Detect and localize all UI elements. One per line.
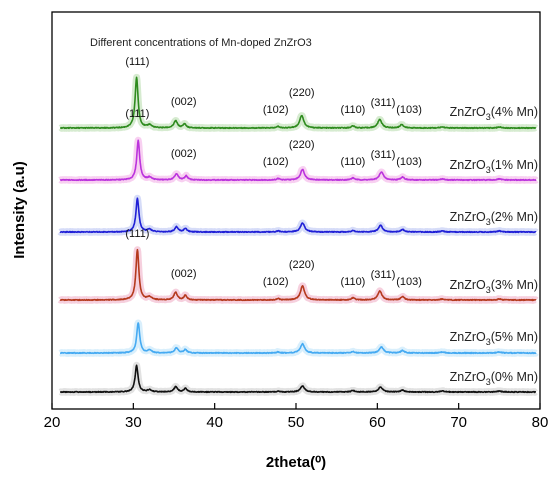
series-line — [59, 322, 537, 355]
x-tick-label: 50 — [288, 414, 305, 431]
peak-label: (103) — [396, 276, 422, 288]
peak-label: (002) — [171, 96, 197, 108]
series-line — [59, 248, 537, 302]
sample-label: ZnZrO3(2% Mn) — [450, 210, 538, 227]
series-glow — [57, 246, 540, 304]
peak-label: (102) — [263, 156, 289, 168]
sample-label: ZnZrO3(5% Mn) — [450, 330, 538, 347]
series-line — [59, 364, 537, 394]
series-line — [59, 197, 537, 234]
peak-label: (311) — [371, 97, 396, 109]
peak-label: (002) — [171, 268, 197, 280]
peak-labels: (111)(002)(102)(220)(110)(311)(103)(111)… — [125, 56, 422, 288]
x-tick-label: 40 — [206, 414, 223, 431]
peak-label: (111) — [125, 56, 149, 68]
sample-label: ZnZrO3(3% Mn) — [450, 278, 538, 295]
peak-label: (102) — [263, 276, 289, 288]
peak-label: (103) — [396, 104, 422, 116]
x-tick-label: 80 — [532, 414, 549, 431]
peak-label: (220) — [289, 259, 315, 271]
x-tick-label: 30 — [125, 414, 142, 431]
peak-label: (311) — [371, 149, 396, 161]
peak-label: (110) — [340, 156, 365, 168]
sample-label: ZnZrO3(0% Mn) — [450, 370, 538, 387]
x-axis: 20 30 40 50 60 70 80 — [44, 403, 549, 431]
series-line — [59, 139, 537, 182]
y-axis-title: Intensity (a.u) — [11, 161, 28, 259]
series-line — [59, 76, 537, 130]
sample-label: ZnZrO3(1% Mn) — [450, 158, 538, 175]
series-lines — [59, 76, 537, 394]
peak-label: (103) — [396, 156, 422, 168]
peak-label: (002) — [171, 148, 197, 160]
sample-labels: ZnZrO3(4% Mn) ZnZrO3(1% Mn) ZnZrO3(2% Mn) Z… — [450, 105, 538, 387]
chart-title: Different concentrations of Mn-doped ZnZ… — [90, 37, 312, 49]
peak-label: (220) — [289, 139, 315, 151]
peak-label: (102) — [263, 104, 289, 116]
x-tick-label: 20 — [44, 414, 61, 431]
peak-label: (220) — [289, 87, 315, 99]
x-tick-label: 70 — [450, 414, 467, 431]
peak-label: (110) — [340, 276, 365, 288]
peak-label: (111) — [125, 108, 149, 120]
x-tick-label: 60 — [369, 414, 386, 431]
peak-label: (311) — [371, 269, 396, 281]
x-axis-title: 2theta(⁰) — [266, 454, 326, 471]
peak-label: (111) — [125, 228, 149, 240]
peak-label: (110) — [340, 104, 365, 116]
sample-label: ZnZrO3(4% Mn) — [450, 105, 538, 122]
